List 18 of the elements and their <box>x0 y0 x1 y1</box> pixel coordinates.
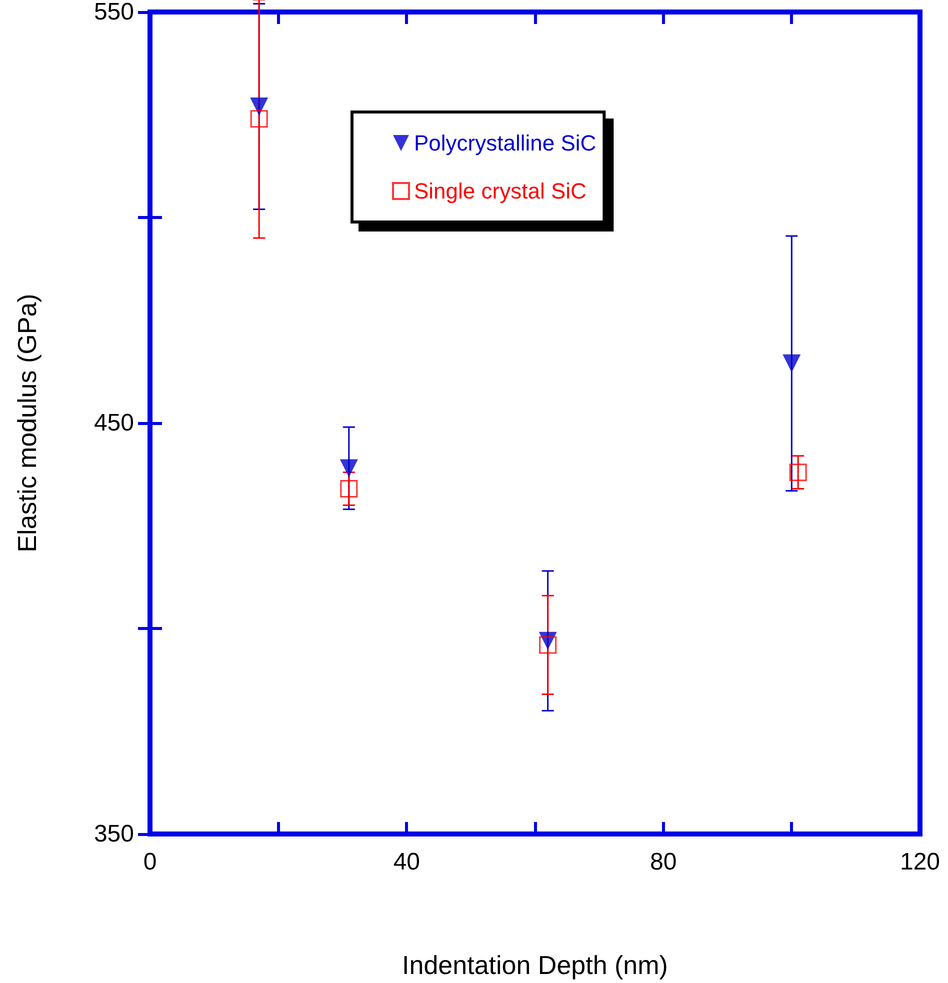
legend-label: Single crystal SiC <box>414 178 587 204</box>
point <box>250 110 268 128</box>
x-tick-label: 120 <box>900 848 940 876</box>
x-tick-label: 80 <box>650 848 677 876</box>
y-tick-label: 450 <box>94 410 134 436</box>
legend-label: Polycrystalline SiC <box>414 130 596 156</box>
point <box>782 354 801 372</box>
point <box>250 98 268 116</box>
y-tick-label: 350 <box>94 820 134 848</box>
point <box>789 464 807 482</box>
x-tick-label: 40 <box>393 848 420 876</box>
point <box>340 480 358 498</box>
x-axis-title: Indentation Depth (nm) <box>402 950 668 980</box>
point <box>340 459 358 478</box>
x-tick-label: 0 <box>143 848 157 876</box>
y-axis-title: Elastic modulus (GPa) <box>12 294 42 552</box>
y-tick-label: 550 <box>94 0 134 26</box>
point <box>539 636 557 654</box>
